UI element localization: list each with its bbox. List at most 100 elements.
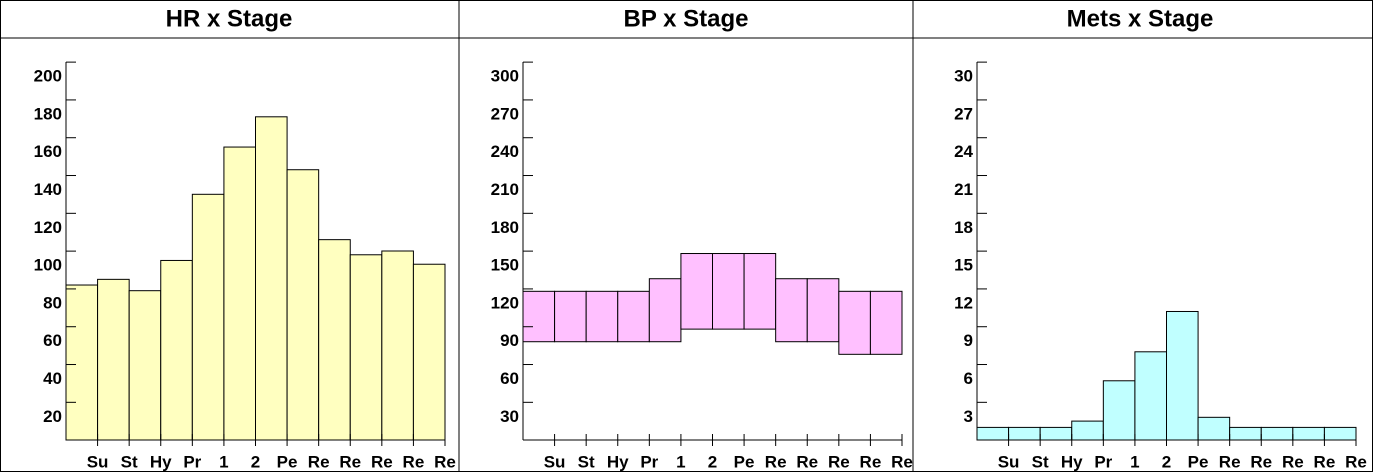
y-tick-label: 9 xyxy=(964,331,973,350)
x-tick-label: Hy xyxy=(1061,452,1083,471)
x-tick-label: Re xyxy=(765,452,787,471)
y-tick-label: 40 xyxy=(43,369,62,388)
x-tick-label: Pe xyxy=(277,452,298,471)
bar xyxy=(1134,351,1167,441)
x-tick-label: Re xyxy=(339,452,361,471)
y-tick-label: 240 xyxy=(491,142,519,161)
bar xyxy=(1102,380,1136,441)
bar xyxy=(1039,426,1073,441)
y-tick-label: 6 xyxy=(964,369,973,388)
range-bar xyxy=(743,253,777,330)
x-tick-label: Su xyxy=(544,452,566,471)
x-tick-label: 1 xyxy=(1130,452,1139,471)
x-tick-label: Re xyxy=(434,452,456,471)
y-tick-label: 120 xyxy=(34,218,62,237)
y-tick-label: 18 xyxy=(954,218,973,237)
bar xyxy=(97,278,130,441)
y-tick-label: 60 xyxy=(500,369,519,388)
x-tick-label: St xyxy=(121,452,138,471)
y-tick-label: 300 xyxy=(491,67,519,86)
range-bar xyxy=(806,278,840,343)
y-tick-label: 21 xyxy=(954,180,973,199)
x-tick-label: Re xyxy=(1250,452,1272,471)
y-tick-label: 100 xyxy=(34,256,62,275)
y-tick-label: 210 xyxy=(491,180,519,199)
chart-title: HR x Stage xyxy=(166,5,293,32)
bar xyxy=(255,116,288,441)
range-bar xyxy=(775,278,808,343)
bar xyxy=(160,259,193,441)
y-tick-label: 27 xyxy=(954,104,973,123)
y-tick-label: 30 xyxy=(954,67,973,86)
range-bar xyxy=(554,290,587,343)
x-tick-label: Re xyxy=(1314,452,1336,471)
y-tick-label: 270 xyxy=(491,104,519,123)
x-tick-label: Re xyxy=(1282,452,1304,471)
bar xyxy=(65,284,99,441)
bar xyxy=(1323,426,1357,441)
x-tick-label: Re xyxy=(860,452,882,471)
bar xyxy=(318,239,351,441)
bar xyxy=(1292,426,1325,441)
bar xyxy=(128,290,162,441)
chart-title: Mets x Stage xyxy=(1067,5,1214,32)
x-tick-label: Re xyxy=(1219,452,1241,471)
x-tick-label: Re xyxy=(796,452,818,471)
x-tick-label: Hy xyxy=(607,452,629,471)
range-bar xyxy=(617,290,650,343)
x-tick-label: Pr xyxy=(1094,452,1112,471)
x-tick-label: Re xyxy=(1345,452,1367,471)
x-tick-label: Re xyxy=(308,452,330,471)
x-tick-label: 1 xyxy=(676,452,685,471)
range-bar xyxy=(522,290,556,343)
x-tick-label: Su xyxy=(87,452,109,471)
x-tick-label: Re xyxy=(891,452,913,471)
bar xyxy=(976,426,1010,441)
range-bar xyxy=(712,253,745,330)
y-tick-label: 90 xyxy=(500,331,519,350)
x-tick-label: Pr xyxy=(183,452,201,471)
bar xyxy=(1260,426,1294,441)
bar xyxy=(1229,426,1262,441)
x-tick-label: 2 xyxy=(1162,452,1171,471)
x-tick-label: Hy xyxy=(150,452,172,471)
range-bar xyxy=(585,290,619,343)
y-tick-label: 3 xyxy=(964,407,973,426)
y-tick-label: 140 xyxy=(34,180,62,199)
x-tick-label: Su xyxy=(998,452,1020,471)
y-tick-label: 60 xyxy=(43,331,62,350)
bar xyxy=(1197,416,1231,441)
range-bar xyxy=(838,290,871,355)
bar xyxy=(412,263,446,441)
y-tick-label: 200 xyxy=(34,67,62,86)
y-tick-label: 15 xyxy=(954,256,973,275)
y-tick-label: 180 xyxy=(491,218,519,237)
x-tick-label: 2 xyxy=(251,452,260,471)
y-tick-label: 160 xyxy=(34,142,62,161)
y-tick-label: 120 xyxy=(491,293,519,312)
x-tick-label: St xyxy=(1032,452,1049,471)
x-tick-label: St xyxy=(578,452,595,471)
bar xyxy=(381,250,414,441)
y-tick-label: 30 xyxy=(500,407,519,426)
x-tick-label: 2 xyxy=(708,452,717,471)
x-tick-label: Pe xyxy=(734,452,755,471)
bar xyxy=(1008,426,1041,441)
bar xyxy=(1166,310,1199,441)
y-tick-label: 20 xyxy=(43,407,62,426)
chart-title: BP x Stage xyxy=(624,5,749,32)
y-tick-label: 150 xyxy=(491,256,519,275)
range-bar xyxy=(648,278,682,343)
range-bar xyxy=(680,253,714,330)
bar xyxy=(223,146,257,441)
y-tick-label: 12 xyxy=(954,293,973,312)
bar xyxy=(286,169,320,441)
y-tick-label: 80 xyxy=(43,293,62,312)
x-tick-label: 1 xyxy=(219,452,228,471)
x-tick-label: Re xyxy=(371,452,393,471)
x-tick-label: Pr xyxy=(640,452,658,471)
range-bar xyxy=(869,290,903,355)
x-tick-label: Re xyxy=(403,452,425,471)
y-tick-label: 180 xyxy=(34,104,62,123)
bar xyxy=(1071,420,1104,441)
